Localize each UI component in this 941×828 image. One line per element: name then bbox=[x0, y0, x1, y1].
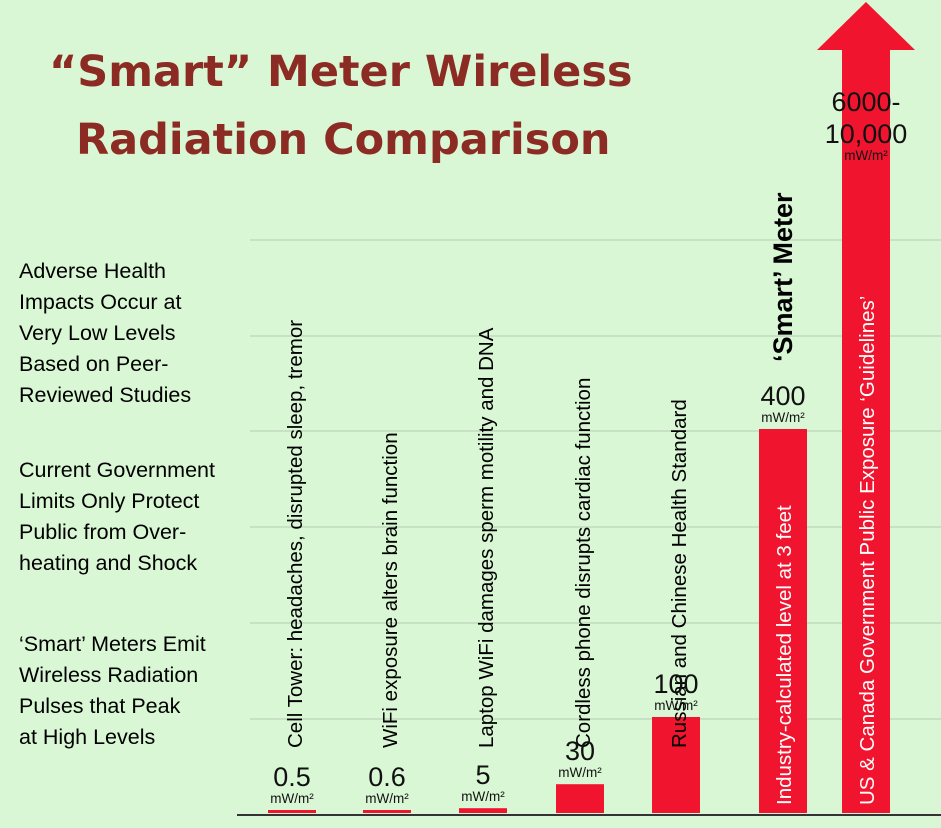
bar bbox=[459, 808, 507, 813]
bars bbox=[268, 2, 915, 813]
chart-title-line-2: Radiation Comparison bbox=[76, 115, 610, 165]
side-note-line: Adverse Health bbox=[19, 259, 166, 283]
side-note-line: ‘Smart’ Meters Emit bbox=[19, 632, 206, 656]
side-note-government-limits: Current Government Limits Only Protect P… bbox=[19, 455, 284, 579]
bar-unit-label: mW/m² bbox=[844, 148, 888, 163]
bar bbox=[842, 49, 890, 813]
side-note-meter-pulses: ‘Smart’ Meters Emit Wireless Radiation P… bbox=[19, 629, 284, 753]
bar-value-label: 5 bbox=[475, 760, 490, 790]
category-label: Russian and Chinese Health Standard bbox=[668, 399, 691, 748]
chart-title-line-1: “Smart” Meter Wireless bbox=[49, 47, 633, 97]
category-label: US & Canada Government Public Exposure ‘… bbox=[856, 296, 879, 805]
category-label: Cell Tower: headaches, disrupted sleep, … bbox=[284, 320, 307, 748]
side-note-line: heating and Shock bbox=[19, 551, 198, 575]
bar bbox=[363, 810, 411, 813]
gridlines bbox=[250, 239, 941, 720]
side-note-line: Wireless Radiation bbox=[19, 663, 199, 687]
category-label: Cordless phone disrupts cardiac function bbox=[572, 378, 595, 748]
bar bbox=[652, 717, 700, 813]
category-label: Laptop WiFi damages sperm motility and D… bbox=[475, 327, 498, 748]
side-note-line: Limits Only Protect bbox=[19, 489, 200, 513]
bar-unit-label: mW/m² bbox=[654, 698, 698, 713]
bar bbox=[556, 784, 604, 813]
bar-value-label: 6000- bbox=[831, 87, 900, 117]
category-labels: Cell Tower: headaches, disrupted sleep, … bbox=[284, 192, 879, 805]
category-label: Industry-calculated level at 3 feet bbox=[773, 505, 796, 805]
bar-value-label: 0.5 bbox=[273, 762, 311, 792]
side-note-health-impacts: Adverse Health Impacts Occur at Very Low… bbox=[19, 256, 284, 411]
bar-unit-label: mW/m² bbox=[365, 791, 409, 806]
bar-unit-label: mW/m² bbox=[558, 765, 602, 780]
bar-unit-label: mW/m² bbox=[761, 410, 805, 425]
bar-value-label: 0.6 bbox=[368, 762, 406, 792]
bar-value-label: 30 bbox=[565, 736, 595, 766]
category-label: WiFi exposure alters brain function bbox=[379, 432, 402, 748]
bar bbox=[268, 810, 316, 813]
value-labels: 0.5mW/m²0.6mW/m²5mW/m²30mW/m²100mW/m²400… bbox=[270, 87, 907, 806]
side-note-line: at High Levels bbox=[19, 725, 156, 749]
bar-value-label: 400 bbox=[760, 381, 805, 411]
bar-heading-label: ‘Smart’ Meter bbox=[768, 192, 798, 362]
side-note-line: Public from Over- bbox=[19, 520, 187, 544]
bar-value-label: 100 bbox=[653, 669, 698, 699]
bar-unit-label: mW/m² bbox=[461, 789, 505, 804]
side-note-line: Current Government bbox=[19, 458, 215, 482]
side-note-line: Very Low Levels bbox=[19, 321, 176, 345]
bar-arrowhead bbox=[817, 2, 915, 50]
bar-value-label: 10,000 bbox=[825, 119, 908, 149]
side-note-line: Reviewed Studies bbox=[19, 383, 192, 407]
bar-unit-label: mW/m² bbox=[270, 791, 314, 806]
bar bbox=[759, 429, 807, 813]
side-note-line: Impacts Occur at bbox=[19, 290, 182, 314]
side-note-line: Based on Peer- bbox=[19, 352, 169, 376]
side-note-line: Pulses that Peak bbox=[19, 694, 181, 718]
